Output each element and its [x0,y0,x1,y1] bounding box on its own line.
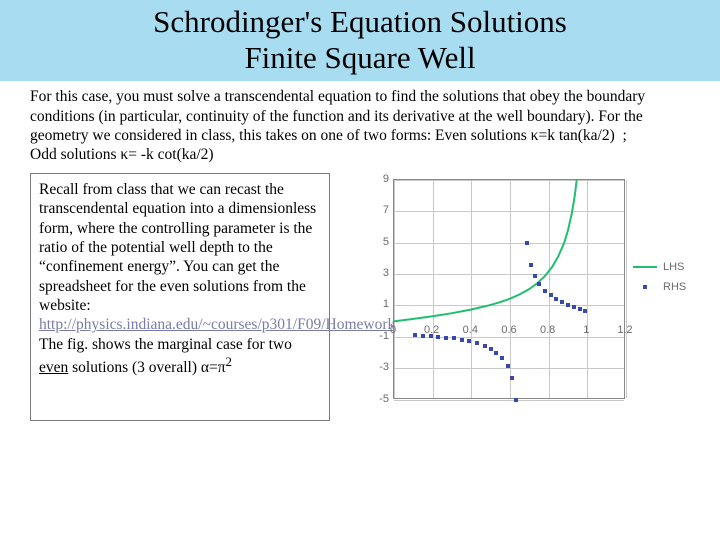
x-tick-label: 0 [378,324,408,336]
lhs-line [394,180,577,321]
x-tick-label: 0.8 [533,324,563,336]
rhs-point [494,351,498,355]
legend-rhs-label: RHS [663,281,686,293]
rhs-point [543,289,547,293]
rhs-point [566,303,570,307]
rhs-point [560,300,564,304]
rhs-point [489,347,493,351]
legend-line-icon [633,266,657,268]
legend-dot-icon [643,285,647,289]
rhs-point [537,282,541,286]
callout-post2: solutions (3 overall) α=π [68,359,225,376]
y-tick-label: -5 [369,393,389,405]
legend: LHS RHS [633,261,686,301]
para-2: Odd solutions κ= -k cot(ka/2) [30,146,214,163]
rhs-point [583,309,587,313]
callout-pre: Recall from class that we can recast the… [39,181,316,314]
gridline-v [626,180,627,398]
callout-box: Recall from class that we can recast the… [30,173,330,421]
x-tick-label: 1 [571,324,601,336]
rhs-point [467,339,471,343]
y-tick-label: 3 [369,267,389,279]
x-tick-label: 0.6 [494,324,524,336]
x-tick-label: 1.2 [610,324,640,336]
rhs-point [460,338,464,342]
gridline-h [394,400,624,401]
callout-sup: 2 [226,354,232,369]
plot-area [393,179,625,399]
y-tick-label: 5 [369,236,389,248]
rhs-point [514,398,518,402]
legend-row-rhs: RHS [633,281,686,293]
legend-lhs-label: LHS [663,261,684,273]
rhs-point [533,274,537,278]
callout-post1: The fig. shows the marginal case for two [39,336,292,353]
y-tick-label: 7 [369,204,389,216]
title-line-2: Finite Square Well [0,40,720,76]
x-tick-label: 0.4 [455,324,485,336]
title-line-1: Schrodinger's Equation Solutions [0,4,720,40]
y-tick-label: 1 [369,298,389,310]
rhs-point [510,376,514,380]
rhs-point [452,336,456,340]
rhs-point [525,241,529,245]
y-tick-label: -3 [369,361,389,373]
rhs-point [500,356,504,360]
rhs-point [483,344,487,348]
callout-underline: even [39,359,68,376]
chart: -5-3-11357900.20.40.60.811.2LHSRHS [365,173,685,421]
rhs-point [572,305,576,309]
main-paragraph: For this case, you must solve a transcen… [0,81,720,173]
rhs-point [529,263,533,267]
rhs-point [554,297,558,301]
rhs-point [549,293,553,297]
y-tick-label: 9 [369,173,389,185]
title-bar: Schrodinger's Equation Solutions Finite … [0,0,720,81]
chart-wrap: -5-3-11357900.20.40.60.811.2LHSRHS [340,173,710,421]
rhs-point [506,364,510,368]
legend-row-lhs: LHS [633,261,686,273]
rhs-point [475,341,479,345]
lower-region: Recall from class that we can recast the… [0,173,720,421]
x-tick-label: 0.2 [417,324,447,336]
rhs-point [578,307,582,311]
para-1: For this case, you must solve a transcen… [30,88,645,144]
